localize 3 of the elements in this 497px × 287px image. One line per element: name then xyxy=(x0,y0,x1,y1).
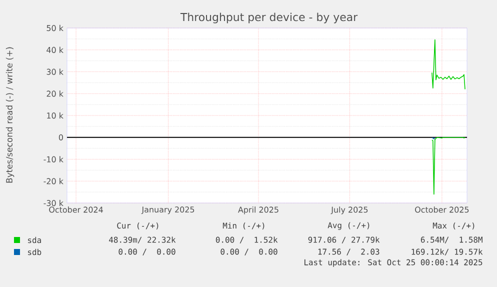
line-series xyxy=(432,39,466,90)
chart-title: Throughput per device - by year xyxy=(180,12,358,24)
y-axis-title: Bytes/second read (-) / write (+) xyxy=(6,47,14,183)
